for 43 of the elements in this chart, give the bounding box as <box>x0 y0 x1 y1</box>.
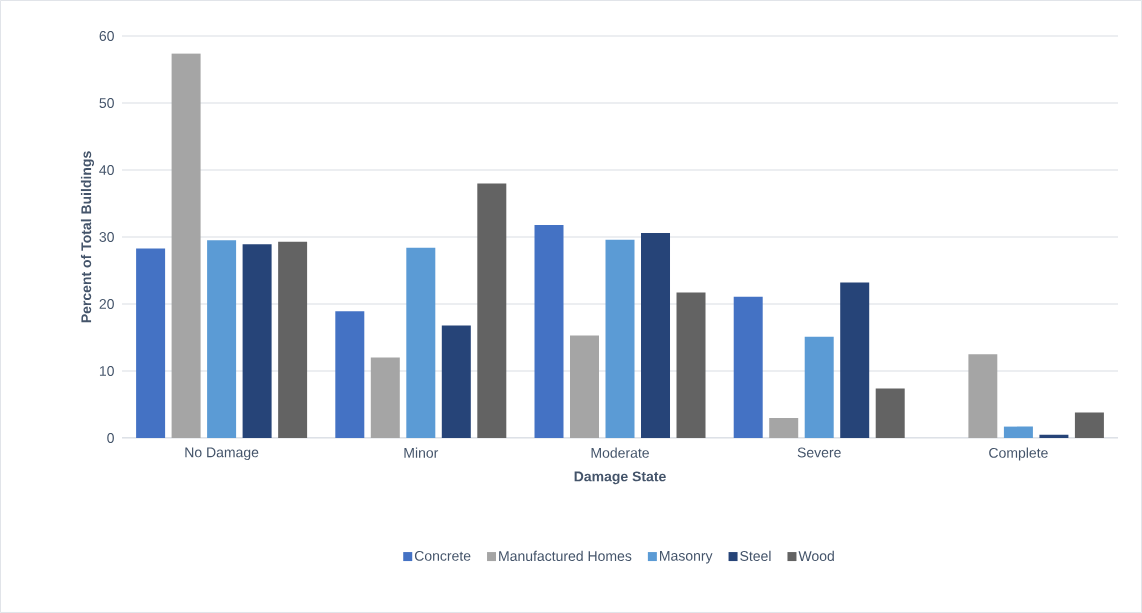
x-tick-label: No Damage <box>185 447 259 461</box>
bar <box>171 53 201 438</box>
bar <box>570 335 600 438</box>
bar <box>242 244 272 438</box>
bar <box>733 296 763 438</box>
bar <box>676 292 706 438</box>
legend-label: Masonry <box>660 551 713 564</box>
x-tick-label: Severe <box>797 447 841 458</box>
bar <box>441 325 471 438</box>
y-tick-label: 60 <box>99 31 114 41</box>
bar <box>605 239 635 438</box>
bar <box>534 224 564 438</box>
bar <box>207 240 237 438</box>
bar <box>136 248 166 438</box>
y-axis-title: Percent of Total Buildings <box>80 151 95 323</box>
bar <box>1003 426 1033 438</box>
legend-label: Manufactured Homes <box>499 550 632 562</box>
bar <box>769 417 799 438</box>
bar <box>1074 412 1104 438</box>
legend-label: Wood <box>798 550 834 562</box>
y-tick-label: 40 <box>99 165 114 175</box>
x-tick-label: Moderate <box>591 447 649 458</box>
bar <box>641 232 671 438</box>
legend-label: Steel <box>740 550 771 562</box>
bar <box>1039 434 1069 438</box>
bar <box>370 357 400 438</box>
bar <box>804 336 834 438</box>
x-tick-label: Minor <box>404 447 439 458</box>
bar <box>840 282 870 438</box>
bar <box>968 354 998 438</box>
bar <box>875 388 905 438</box>
y-tick-label: 50 <box>99 98 114 108</box>
bar <box>406 247 436 438</box>
x-tick-label: Complete <box>989 447 1048 461</box>
bar <box>477 183 507 438</box>
legend-label: Concrete <box>414 550 471 561</box>
bar <box>278 241 308 438</box>
bar <box>335 311 365 438</box>
y-tick-label: 20 <box>99 299 114 309</box>
y-tick-label: 0 <box>107 433 114 443</box>
y-tick-label: 30 <box>99 232 114 242</box>
x-axis-title: Damage State <box>574 471 666 485</box>
y-tick-label: 10 <box>99 366 114 376</box>
